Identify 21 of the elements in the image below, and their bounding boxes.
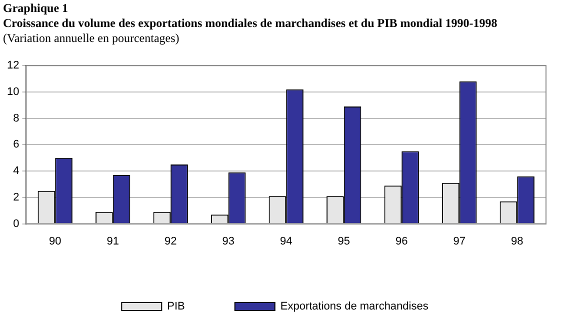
x-tick-label: 90 — [48, 235, 62, 248]
chart-title: Graphique 1 — [3, 1, 70, 16]
y-tick-label: 2 — [13, 191, 20, 204]
legend-label: Exportations de marchandises — [280, 300, 429, 313]
y-tick-label: 12 — [6, 60, 20, 72]
y-tick-label: 8 — [13, 112, 20, 124]
chart-subtitle: Croissance du volume des exportations mondiales de marchandises et du PIB mondial 1990-1998 — [3, 16, 498, 31]
text: (Variation annuelle en pourcentages) — [3, 31, 180, 46]
x-tick-label: 98 — [511, 235, 524, 248]
y-tick-label: 10 — [6, 86, 20, 98]
x-tick-label: 96 — [395, 235, 408, 248]
legend-label: PIB — [167, 300, 185, 313]
x-tick-label: 97 — [453, 235, 466, 248]
x-tick-label: 93 — [222, 235, 234, 248]
y-tick-label: 0 — [13, 218, 20, 230]
y-tick-label: 4 — [13, 165, 20, 178]
x-tick-label: 91 — [106, 235, 119, 248]
y-tick-label: 6 — [13, 138, 20, 151]
x-tick-label: 94 — [280, 235, 292, 248]
x-tick-label: 92 — [164, 235, 177, 248]
x-tick-label: 95 — [338, 235, 350, 248]
